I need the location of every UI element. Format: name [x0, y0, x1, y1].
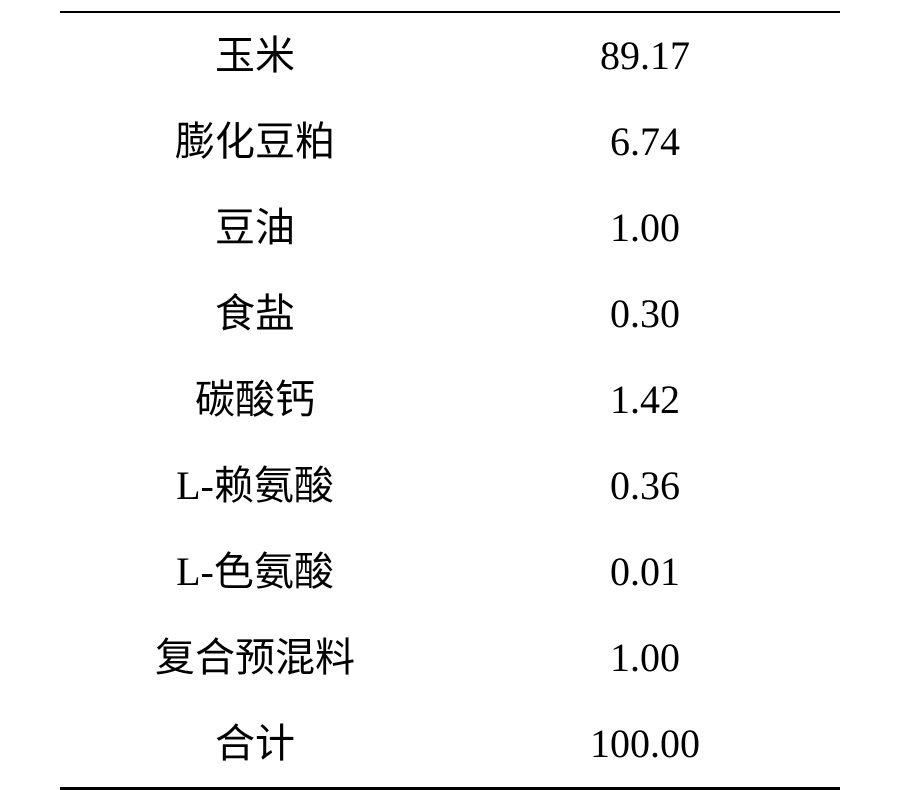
cell-ratio: 100.00 — [450, 701, 840, 789]
table-row: 碳酸钙 1.42 — [60, 357, 840, 443]
table-row: L-赖氨酸 0.36 — [60, 443, 840, 529]
cell-ratio: 1.00 — [450, 615, 840, 701]
table-header: 原料 配比(%) — [60, 0, 840, 12]
cell-ingredient: L-色氨酸 — [60, 529, 450, 615]
header-ratio: 配比(%) — [450, 0, 840, 12]
cell-ingredient: 膨化豆粕 — [60, 99, 450, 185]
cell-ratio: 0.36 — [450, 443, 840, 529]
table-row: 合计 100.00 — [60, 701, 840, 789]
cell-ingredient: 玉米 — [60, 12, 450, 99]
table-body: 玉米 89.17 膨化豆粕 6.74 豆油 1.00 食盐 0.30 碳酸钙 1… — [60, 12, 840, 789]
formula-table: 原料 配比(%) 玉米 89.17 膨化豆粕 6.74 豆油 1.00 食盐 0… — [60, 0, 840, 790]
cell-ratio: 1.42 — [450, 357, 840, 443]
header-row: 原料 配比(%) — [60, 0, 840, 12]
cell-ratio: 89.17 — [450, 12, 840, 99]
cell-ratio: 0.30 — [450, 271, 840, 357]
cell-ingredient: 合计 — [60, 701, 450, 789]
table-row: 复合预混料 1.00 — [60, 615, 840, 701]
cell-ingredient: 豆油 — [60, 185, 450, 271]
cell-ingredient: 碳酸钙 — [60, 357, 450, 443]
table-row: 豆油 1.00 — [60, 185, 840, 271]
table-row: 食盐 0.30 — [60, 271, 840, 357]
cell-ratio: 6.74 — [450, 99, 840, 185]
table-row: L-色氨酸 0.01 — [60, 529, 840, 615]
table-row: 膨化豆粕 6.74 — [60, 99, 840, 185]
table-row: 玉米 89.17 — [60, 12, 840, 99]
cell-ratio: 0.01 — [450, 529, 840, 615]
cell-ingredient: 食盐 — [60, 271, 450, 357]
cell-ingredient: 复合预混料 — [60, 615, 450, 701]
formula-table-container: 原料 配比(%) 玉米 89.17 膨化豆粕 6.74 豆油 1.00 食盐 0… — [60, 0, 840, 790]
cell-ingredient: L-赖氨酸 — [60, 443, 450, 529]
cell-ratio: 1.00 — [450, 185, 840, 271]
header-ingredient: 原料 — [60, 0, 450, 12]
